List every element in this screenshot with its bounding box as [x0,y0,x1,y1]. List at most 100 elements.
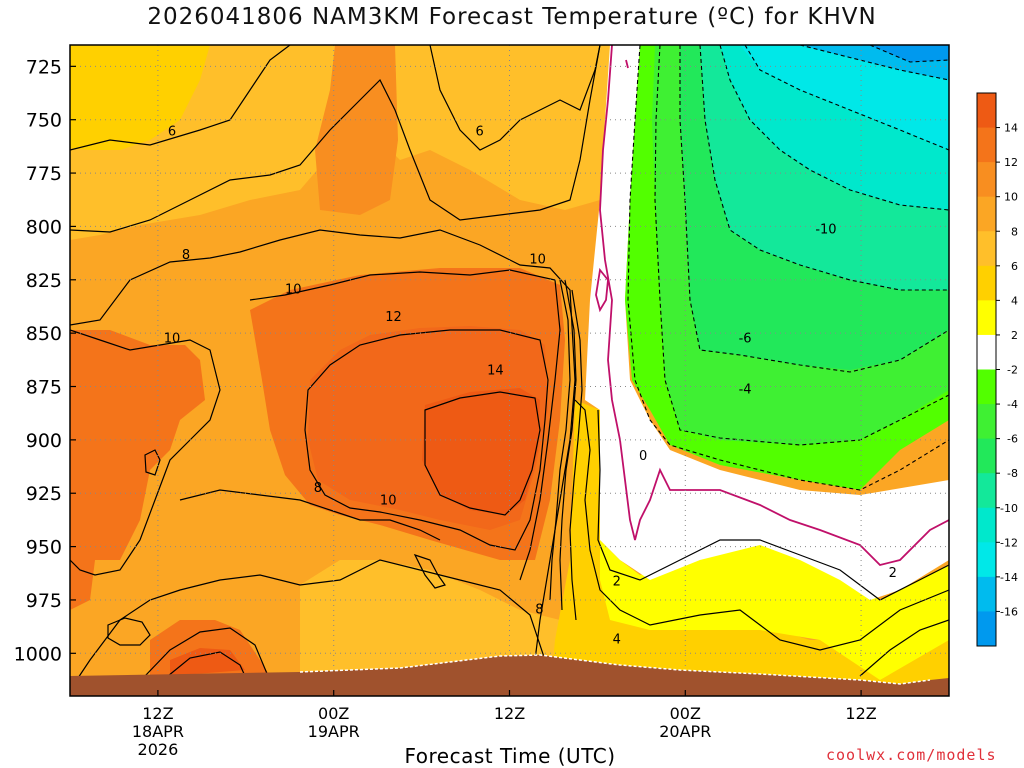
y-tick-label: 900 [26,430,62,452]
contour-10-mid [249,269,561,581]
colorbar-swatch [977,473,996,509]
y-tick-label: 825 [26,270,62,292]
colorbar-label: -14 [1000,571,1018,584]
colorbar-label: -10 [1000,502,1018,515]
colorbar-swatch [977,507,996,543]
colorbar-swatch [977,611,996,647]
contour-label: 14 [487,363,504,378]
colorbar-label: 2 [1011,329,1018,342]
x-tick-label: 2026 [138,740,179,759]
colorbar-swatch [977,162,996,198]
x-axis-title: Forecast Time (UTC) [404,744,616,768]
colorbar-label: -6 [1007,433,1018,446]
contour-label: 10 [529,252,546,267]
contour-neg12 [744,45,949,151]
contour-14 [424,391,541,516]
field-14-region [422,388,540,515]
colorbar-swatch [977,300,996,336]
y-tick-label: 775 [26,163,62,185]
colorbar-label: 8 [1011,225,1018,238]
colorbar-label: 10 [1004,191,1018,204]
contour-0-tick [625,59,629,69]
contour-8 [70,45,601,233]
colorbar-label: 4 [1011,294,1018,307]
colorbar-swatch [977,93,996,129]
contour-label: 10 [380,494,397,509]
contour-neg6 [679,45,949,373]
colorbar-swatch [977,576,996,612]
colorbar-label: -2 [1007,364,1018,377]
contour-neg10 [719,45,949,211]
contour-label: 4 [613,632,621,647]
contour-neg8 [699,45,949,291]
contour-lower-right [859,619,949,677]
contour-label: 6 [168,124,176,139]
contour-10-left [70,329,221,576]
contour-label: 8 [182,248,190,263]
terrain-edge [299,654,931,685]
colorbar-label: 12 [1004,156,1018,169]
x-tick-label: 19APR [308,722,360,741]
colorbar-swatch [977,127,996,163]
field-lowerleft-14 [170,648,245,676]
contour-label: 6 [475,124,483,139]
colorbar-swatch [977,404,996,440]
colorbar-label: 6 [1011,260,1018,273]
contour-0-blob [595,267,609,313]
terrain [70,655,949,696]
contour-label: 2 [613,575,621,590]
contour-label: -6 [739,331,752,346]
x-tick-label: 00Z [670,704,701,723]
contour-10-lower [144,627,269,677]
contour-2-front [597,409,949,601]
y-tick-label: 975 [26,590,62,612]
contour-12-lower [167,651,246,677]
x-tick-label: 12Z [494,704,525,723]
contour-12 [304,329,549,551]
field-yellow-corner [70,45,210,150]
contour-4-front [574,399,949,651]
x-tick-label: 12Z [142,704,173,723]
colorbar-swatch [977,438,996,474]
colorbar-swatch [977,334,996,370]
chart-title: 2026041806 NAM3KM Forecast Temperature (… [147,4,877,30]
colorbar-swatch [977,369,996,405]
contour-front-stack1 [549,279,571,601]
colorbar-label: -12 [1000,536,1018,549]
field-white-band [585,45,949,600]
contour-neg16 [869,45,949,63]
contour-labels: 6 6 8 10 10 12 10 14 8 10 8 0 2 4 2 -10 -6 -4 [164,124,897,647]
contour-neg2 [627,45,949,491]
contour-label: -4 [739,383,752,398]
x-tick-label: 00Z [318,704,349,723]
field-front-lightyellow [600,540,949,680]
contour-neg14 [799,45,949,81]
contour-label: 12 [385,310,402,325]
colorbar: 14 12 10 8 6 4 2 -2 -4 -6 -8 -10 -12 -14 -16 [976,92,1018,647]
contour-label: 0 [639,449,647,464]
field-cold-12 [740,45,949,150]
field-left-10 [70,330,205,570]
colorbar-swatch [977,542,996,578]
field-orange-core [315,45,398,215]
contour-8-lower [70,559,549,691]
x-tick-label: 20APR [659,722,711,741]
colorbar-swatch [977,265,996,301]
y-axis: 725 750 775 800 825 850 875 900 925 950 975 1000 [14,56,76,665]
contour-small-blob2 [144,449,161,476]
x-tick-label: 12Z [845,704,876,723]
field-left-edge-12 [70,500,95,610]
y-tick-label: 850 [26,323,62,345]
credit-text: coolwx.com/models [826,746,997,764]
plot-area: 6 6 8 10 10 12 10 14 8 10 8 0 2 4 2 -10 -6 -4 [70,45,949,696]
x-tick-label: 18APR [132,722,184,741]
y-tick-label: 750 [26,110,62,132]
contour-label: 10 [285,282,302,297]
contour-label: 2 [889,566,897,581]
field-cold-16 [870,45,949,62]
y-tick-label: 725 [26,56,62,78]
contour-label: 8 [535,602,543,617]
colorbar-swatch [977,231,996,267]
colorbar-label: -4 [1007,398,1018,411]
